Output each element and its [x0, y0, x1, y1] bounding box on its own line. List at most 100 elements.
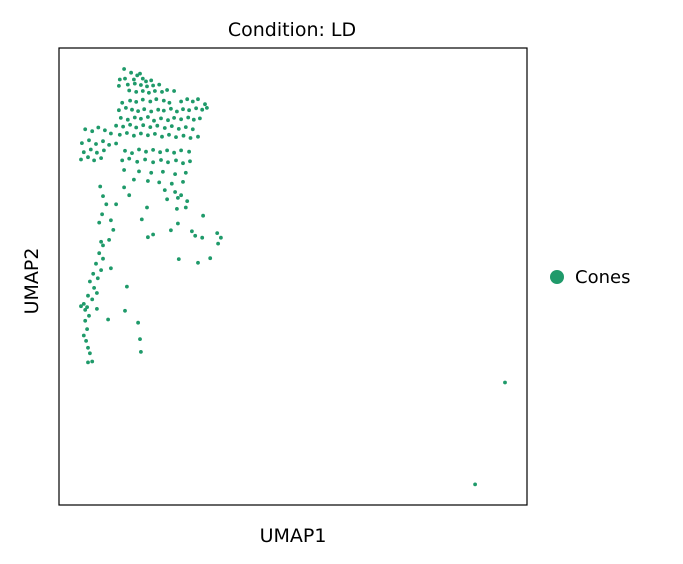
scatter-point — [161, 108, 166, 113]
scatter-point — [187, 149, 192, 154]
scatter-point — [99, 239, 103, 244]
scatter-point — [188, 136, 193, 140]
scatter-point — [146, 133, 150, 138]
scatter-point — [104, 202, 109, 207]
scatter-point — [81, 333, 86, 338]
scatter-point — [159, 158, 163, 162]
scatter-point — [111, 228, 116, 232]
scatter-point — [120, 100, 125, 105]
scatter-point — [132, 177, 136, 182]
scatter-point — [135, 73, 140, 78]
scatter-point — [109, 266, 113, 271]
scatter-point — [503, 380, 507, 385]
scatter-point — [151, 160, 156, 165]
scatter-point — [90, 359, 95, 364]
scatter-point — [169, 181, 174, 186]
scatter-point — [138, 337, 142, 341]
scatter-point — [91, 271, 96, 276]
scatter-point — [191, 117, 196, 122]
scatter-point — [106, 317, 110, 322]
scatter-point — [175, 207, 179, 211]
scatter-point — [124, 106, 128, 110]
scatter-point — [144, 149, 148, 154]
scatter-point — [123, 148, 127, 153]
scatter-point — [151, 232, 156, 237]
scatter-point — [175, 109, 179, 114]
scatter-point — [114, 123, 118, 128]
scatter-point — [81, 302, 86, 306]
scatter-point — [145, 84, 149, 89]
scatter-point — [140, 97, 145, 102]
scatter-point — [167, 132, 171, 137]
scatter-point — [176, 196, 180, 200]
scatter-point — [190, 99, 195, 104]
scatter-point — [174, 158, 178, 163]
scatter-point — [172, 116, 177, 120]
scatter-point — [117, 108, 121, 113]
scatter-point — [100, 212, 104, 217]
scatter-points-layer — [79, 67, 507, 487]
scatter-point — [114, 202, 118, 207]
scatter-point — [117, 84, 121, 88]
scatter-point — [95, 307, 99, 311]
scatter-point — [97, 251, 102, 256]
scatter-point — [103, 128, 107, 133]
scatter-point — [151, 148, 156, 152]
scatter-point — [132, 77, 136, 82]
scatter-point — [137, 147, 141, 152]
scatter-point — [80, 141, 84, 146]
scatter-point — [200, 107, 205, 112]
scatter-point — [88, 279, 92, 284]
scatter-point — [102, 148, 106, 153]
scatter-point — [94, 261, 98, 266]
x-axis-label: UMAP1 — [260, 525, 327, 547]
scatter-point — [88, 351, 92, 356]
scatter-point — [185, 199, 190, 204]
scatter-point — [128, 122, 133, 127]
scatter-point — [136, 109, 141, 113]
scatter-point — [87, 313, 91, 318]
scatter-point — [179, 148, 184, 153]
scatter-point — [136, 320, 141, 325]
scatter-point — [165, 148, 170, 153]
scatter-point — [83, 318, 88, 323]
scatter-point — [162, 188, 167, 193]
scatter-point — [176, 221, 180, 226]
scatter-point — [95, 150, 99, 155]
scatter-point — [85, 305, 89, 309]
scatter-point — [159, 116, 163, 121]
scatter-point — [83, 308, 88, 312]
scatter-point — [146, 235, 150, 240]
scatter-point — [169, 228, 173, 233]
scatter-point — [134, 90, 139, 94]
scatter-point — [169, 124, 174, 128]
scatter-point — [176, 257, 181, 261]
scatter-point — [140, 89, 145, 93]
scatter-point — [154, 97, 159, 102]
scatter-point — [194, 106, 199, 111]
scatter-point — [179, 117, 184, 122]
scatter-point — [138, 71, 142, 76]
scatter-point — [120, 158, 125, 163]
scatter-point — [215, 231, 220, 236]
scatter-point — [149, 109, 154, 114]
scatter-point — [157, 180, 162, 185]
scatter-point — [190, 127, 195, 132]
scatter-point — [155, 123, 160, 128]
scatter-point — [99, 268, 103, 272]
scatter-point — [142, 107, 147, 112]
scatter-point — [165, 197, 170, 202]
scatter-point — [188, 159, 192, 164]
scatter-point — [95, 291, 99, 295]
scatter-point — [198, 116, 202, 121]
scatter-point — [183, 205, 188, 210]
scatter-point — [130, 151, 134, 156]
scatter-point — [157, 82, 162, 87]
scatter-point — [172, 89, 177, 93]
scatter-point — [127, 88, 132, 93]
scatter-point — [141, 123, 146, 128]
scatter-point — [85, 327, 89, 331]
scatter-point — [193, 233, 198, 238]
y-axis-label: UMAP2 — [21, 248, 43, 315]
scatter-point — [162, 126, 167, 130]
